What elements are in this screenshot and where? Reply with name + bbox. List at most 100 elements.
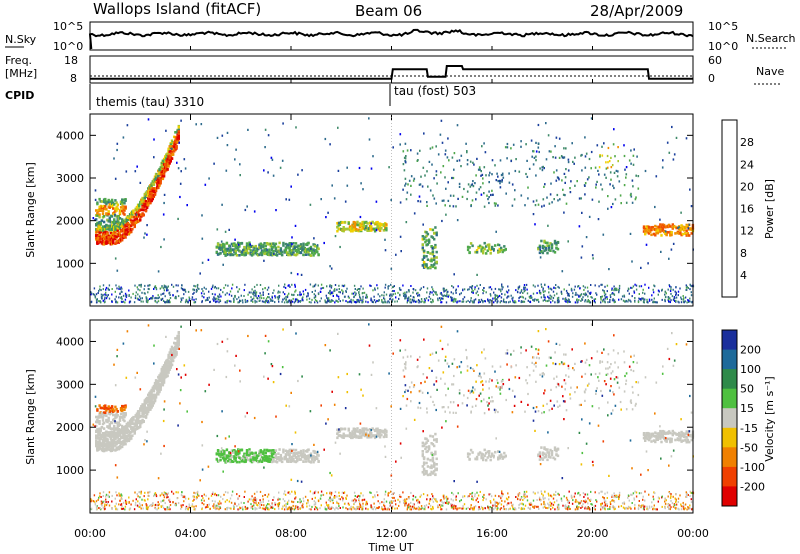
power-pixel bbox=[108, 288, 110, 291]
power-pixel bbox=[553, 198, 555, 201]
power-pixel bbox=[104, 204, 107, 208]
power-pixel bbox=[590, 117, 593, 120]
power-pixel bbox=[497, 295, 500, 298]
power-pixel bbox=[556, 299, 559, 302]
power-pixel bbox=[642, 288, 644, 291]
power-pixel bbox=[577, 285, 580, 287]
power-pixel bbox=[291, 253, 294, 256]
power-pixel bbox=[440, 119, 443, 122]
power-pixel bbox=[256, 300, 258, 303]
velocity-pixel bbox=[131, 434, 134, 437]
power-pixel bbox=[528, 167, 531, 170]
velocity-pixel bbox=[248, 448, 251, 451]
power-pixel bbox=[368, 227, 372, 231]
power-pixel bbox=[350, 229, 353, 233]
power-pixel bbox=[425, 263, 428, 266]
power-pixel bbox=[404, 161, 407, 164]
power-pixel bbox=[475, 249, 479, 252]
power-pixel bbox=[351, 227, 354, 231]
velocity-pixel bbox=[150, 390, 153, 394]
power-pixel bbox=[311, 248, 314, 251]
power-pixel bbox=[567, 169, 570, 172]
power-pixel bbox=[389, 294, 391, 297]
power-pixel bbox=[288, 292, 290, 295]
velocity-pixel bbox=[280, 457, 284, 460]
power-pixel bbox=[353, 223, 357, 227]
power-pixel bbox=[458, 182, 461, 185]
power-pixel bbox=[543, 249, 546, 252]
power-pixel bbox=[421, 235, 424, 238]
power-pixel bbox=[451, 285, 453, 287]
power-pixel bbox=[503, 298, 505, 301]
velocity-pixel bbox=[98, 440, 101, 443]
power-pixel bbox=[175, 144, 178, 148]
power-pixel bbox=[117, 215, 120, 218]
power-pixel bbox=[204, 299, 207, 302]
power-pixel bbox=[236, 298, 238, 301]
power-pixel bbox=[100, 200, 104, 203]
power-pixel bbox=[453, 168, 455, 171]
power-pixel bbox=[590, 284, 592, 286]
power-pixel bbox=[289, 244, 293, 248]
velocity-pixel bbox=[104, 439, 107, 443]
velocity-pixel bbox=[313, 456, 316, 459]
power-pixel bbox=[488, 190, 490, 193]
power-pixel bbox=[427, 299, 430, 302]
velocity-pixel bbox=[168, 363, 171, 366]
velocity-pixel bbox=[262, 457, 265, 460]
power-pixel bbox=[97, 222, 100, 226]
power-pixel bbox=[135, 213, 138, 216]
power-pixel bbox=[471, 286, 473, 289]
power-pixel bbox=[478, 188, 480, 191]
power-pixel bbox=[329, 285, 331, 288]
power-pixel bbox=[335, 299, 337, 302]
power-pixel bbox=[365, 296, 367, 299]
power-pixel bbox=[405, 155, 407, 158]
power-pixel bbox=[541, 244, 545, 248]
velocity-pixel bbox=[233, 449, 236, 452]
power-pixel bbox=[512, 299, 514, 302]
power-pixel bbox=[330, 292, 332, 295]
power-pixel bbox=[584, 184, 586, 187]
velocity-pixel bbox=[123, 432, 126, 435]
power-pixel bbox=[124, 198, 127, 201]
power-pixel bbox=[361, 220, 364, 224]
power-pixel bbox=[157, 186, 160, 190]
power-pixel bbox=[119, 287, 121, 290]
power-pixel bbox=[264, 244, 267, 248]
power-pixel bbox=[291, 300, 294, 303]
velocity-pixel bbox=[267, 457, 270, 461]
power-pixel bbox=[506, 296, 508, 299]
power-pixel bbox=[363, 226, 367, 230]
velocity-pixel bbox=[170, 345, 174, 349]
power-pixel bbox=[200, 123, 203, 126]
power-pixel bbox=[134, 170, 137, 173]
power-pixel bbox=[675, 286, 677, 289]
power-pixel bbox=[611, 164, 614, 167]
power-pixel bbox=[277, 245, 280, 249]
power-pixel bbox=[544, 298, 546, 301]
power-pixel bbox=[412, 291, 414, 294]
power-pixel bbox=[655, 301, 657, 304]
power-pixel bbox=[689, 300, 691, 303]
power-pixel bbox=[185, 298, 188, 301]
power-pixel bbox=[470, 204, 472, 208]
power-pixel bbox=[562, 297, 564, 300]
power-pixel bbox=[334, 235, 337, 238]
power-pixel bbox=[355, 301, 358, 304]
velocity-pixel bbox=[312, 460, 315, 464]
power-pixel bbox=[346, 227, 349, 231]
power-pixel bbox=[187, 300, 189, 303]
power-pixel bbox=[489, 299, 491, 302]
power-pixel bbox=[282, 241, 285, 245]
velocity-pixel bbox=[104, 407, 107, 411]
freq-label-2: [MHz] bbox=[5, 67, 37, 80]
power-pixel bbox=[116, 229, 119, 232]
power-pixel bbox=[440, 171, 442, 174]
power-pixel bbox=[224, 254, 227, 257]
power-pixel bbox=[393, 285, 395, 288]
power-pixel bbox=[518, 299, 520, 302]
power-pixel bbox=[225, 241, 229, 245]
velocity-pixel bbox=[176, 339, 179, 343]
power-pixel bbox=[238, 245, 241, 248]
